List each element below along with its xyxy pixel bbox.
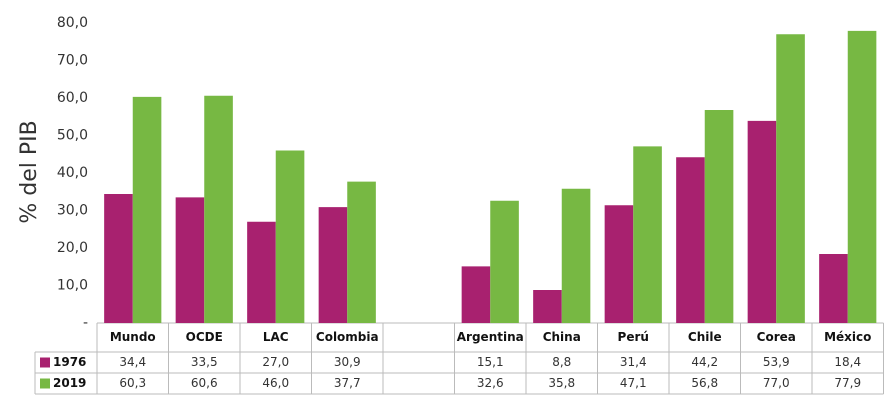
legend-swatch (40, 378, 50, 389)
x-tick-label: OCDE (186, 330, 223, 344)
legend-swatch (40, 357, 50, 368)
table-value: 60,3 (119, 376, 146, 390)
table-value: 15,1 (477, 355, 504, 369)
bar (247, 221, 276, 323)
x-tick-label: China (543, 330, 581, 344)
bar (132, 96, 162, 323)
table-value: 44,2 (691, 355, 718, 369)
bar (747, 120, 777, 323)
table-value: 60,6 (191, 376, 218, 390)
table-value: 53,9 (763, 355, 790, 369)
y-axis-label: % del PIB (17, 120, 42, 223)
table-value: 34,4 (119, 355, 146, 369)
x-tick-label: México (824, 330, 871, 344)
y-tick-label: 50,0 (57, 128, 88, 144)
y-tick-label: 80,0 (57, 15, 88, 31)
y-tick-label: 70,0 (57, 53, 88, 69)
table-value: 77,9 (834, 376, 861, 390)
y-tick-label: 60,0 (57, 90, 88, 106)
bar (847, 30, 877, 323)
bar (819, 254, 848, 323)
bar (604, 205, 634, 323)
y-tick-label: 20,0 (57, 240, 88, 256)
table-value: 31,4 (620, 355, 647, 369)
table-value: 27,0 (262, 355, 289, 369)
bar (533, 290, 562, 323)
table-value: 47,1 (620, 376, 647, 390)
y-tick-label: - (83, 315, 88, 331)
bar (318, 207, 348, 323)
x-tick-label: Corea (757, 330, 796, 344)
bar (104, 194, 133, 323)
legend-label: 1976 (53, 355, 86, 369)
table-value: 77,0 (763, 376, 790, 390)
bar (704, 110, 734, 323)
table-value: 8,8 (552, 355, 571, 369)
table-value: 56,8 (691, 376, 718, 390)
bar (633, 146, 662, 323)
x-tick-label: Colombia (316, 330, 379, 344)
x-tick-label: Argentina (457, 330, 524, 344)
table-value: 32,6 (477, 376, 504, 390)
legend-label: 2019 (53, 376, 86, 390)
x-tick-label: Perú (618, 330, 649, 344)
bar (676, 157, 705, 323)
bar (776, 34, 805, 323)
bar (490, 200, 519, 323)
table-value: 33,5 (191, 355, 218, 369)
table-value: 35,8 (548, 376, 575, 390)
bar (461, 266, 491, 323)
table-value: 37,7 (334, 376, 361, 390)
bar (347, 181, 376, 323)
x-tick-label: Mundo (110, 330, 156, 344)
table-value: 30,9 (334, 355, 361, 369)
bar (561, 188, 591, 323)
y-tick-label: 40,0 (57, 165, 88, 181)
table-value: 46,0 (262, 376, 289, 390)
x-tick-label: LAC (263, 330, 289, 344)
bar (275, 150, 305, 323)
y-tick-label: 30,0 (57, 203, 88, 219)
bar (204, 95, 233, 323)
x-tick-label: Chile (688, 330, 722, 344)
y-tick-label: 10,0 (57, 278, 88, 294)
bar (175, 197, 205, 323)
table-value: 18,4 (834, 355, 861, 369)
